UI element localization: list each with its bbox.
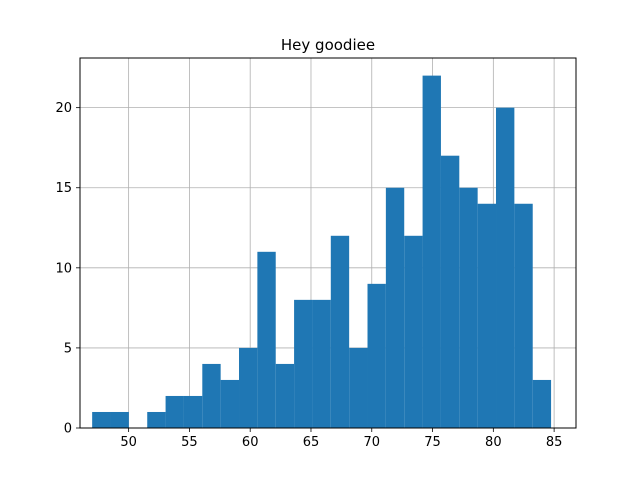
plot-frame (79, 57, 577, 429)
histogram-bar (294, 299, 313, 428)
histogram-bar (165, 395, 184, 428)
histogram-bar (532, 379, 552, 428)
histogram-bar (202, 363, 221, 428)
histogram-bar (239, 347, 258, 428)
histogram-bar (110, 411, 129, 428)
histogram-bars (92, 75, 552, 428)
y-tick-label: 10 (55, 261, 72, 276)
x-tick-label: 60 (242, 435, 259, 450)
histogram-bar (459, 187, 478, 428)
histogram-bar (147, 411, 166, 428)
x-tick-label: 50 (120, 435, 137, 450)
histogram-bar (312, 299, 331, 428)
histogram-bar (275, 363, 295, 428)
y-tick-label: 20 (55, 101, 72, 116)
histogram-bar (422, 75, 441, 428)
histogram-bar (183, 395, 203, 428)
histogram-bar (349, 347, 368, 428)
histogram-bar (496, 107, 515, 428)
y-axis: 0 5 10 15 20 (55, 101, 80, 437)
y-tick-label: 0 (64, 422, 72, 437)
x-axis: 50 55 60 65 70 75 80 85 (120, 428, 562, 450)
histogram-bar (514, 203, 533, 428)
histogram-bar (330, 235, 350, 428)
x-tick-label: 80 (485, 435, 502, 450)
histogram-bar (257, 251, 276, 428)
histogram-bar (385, 187, 405, 428)
y-tick-label: 5 (64, 341, 72, 356)
x-tick-label: 55 (181, 435, 198, 450)
histogram-bar (477, 203, 497, 428)
histogram-bar (220, 379, 240, 428)
x-tick-label: 75 (424, 435, 441, 450)
histogram-bar (92, 411, 111, 428)
y-tick-label: 15 (55, 181, 72, 196)
histogram-bar (404, 235, 423, 428)
histogram-bar (367, 283, 386, 428)
x-tick-label: 65 (303, 435, 320, 450)
x-tick-label: 85 (546, 435, 563, 450)
histogram-bar (440, 155, 460, 428)
x-tick-label: 70 (363, 435, 380, 450)
chart-title: Hey goodiee (281, 36, 375, 54)
